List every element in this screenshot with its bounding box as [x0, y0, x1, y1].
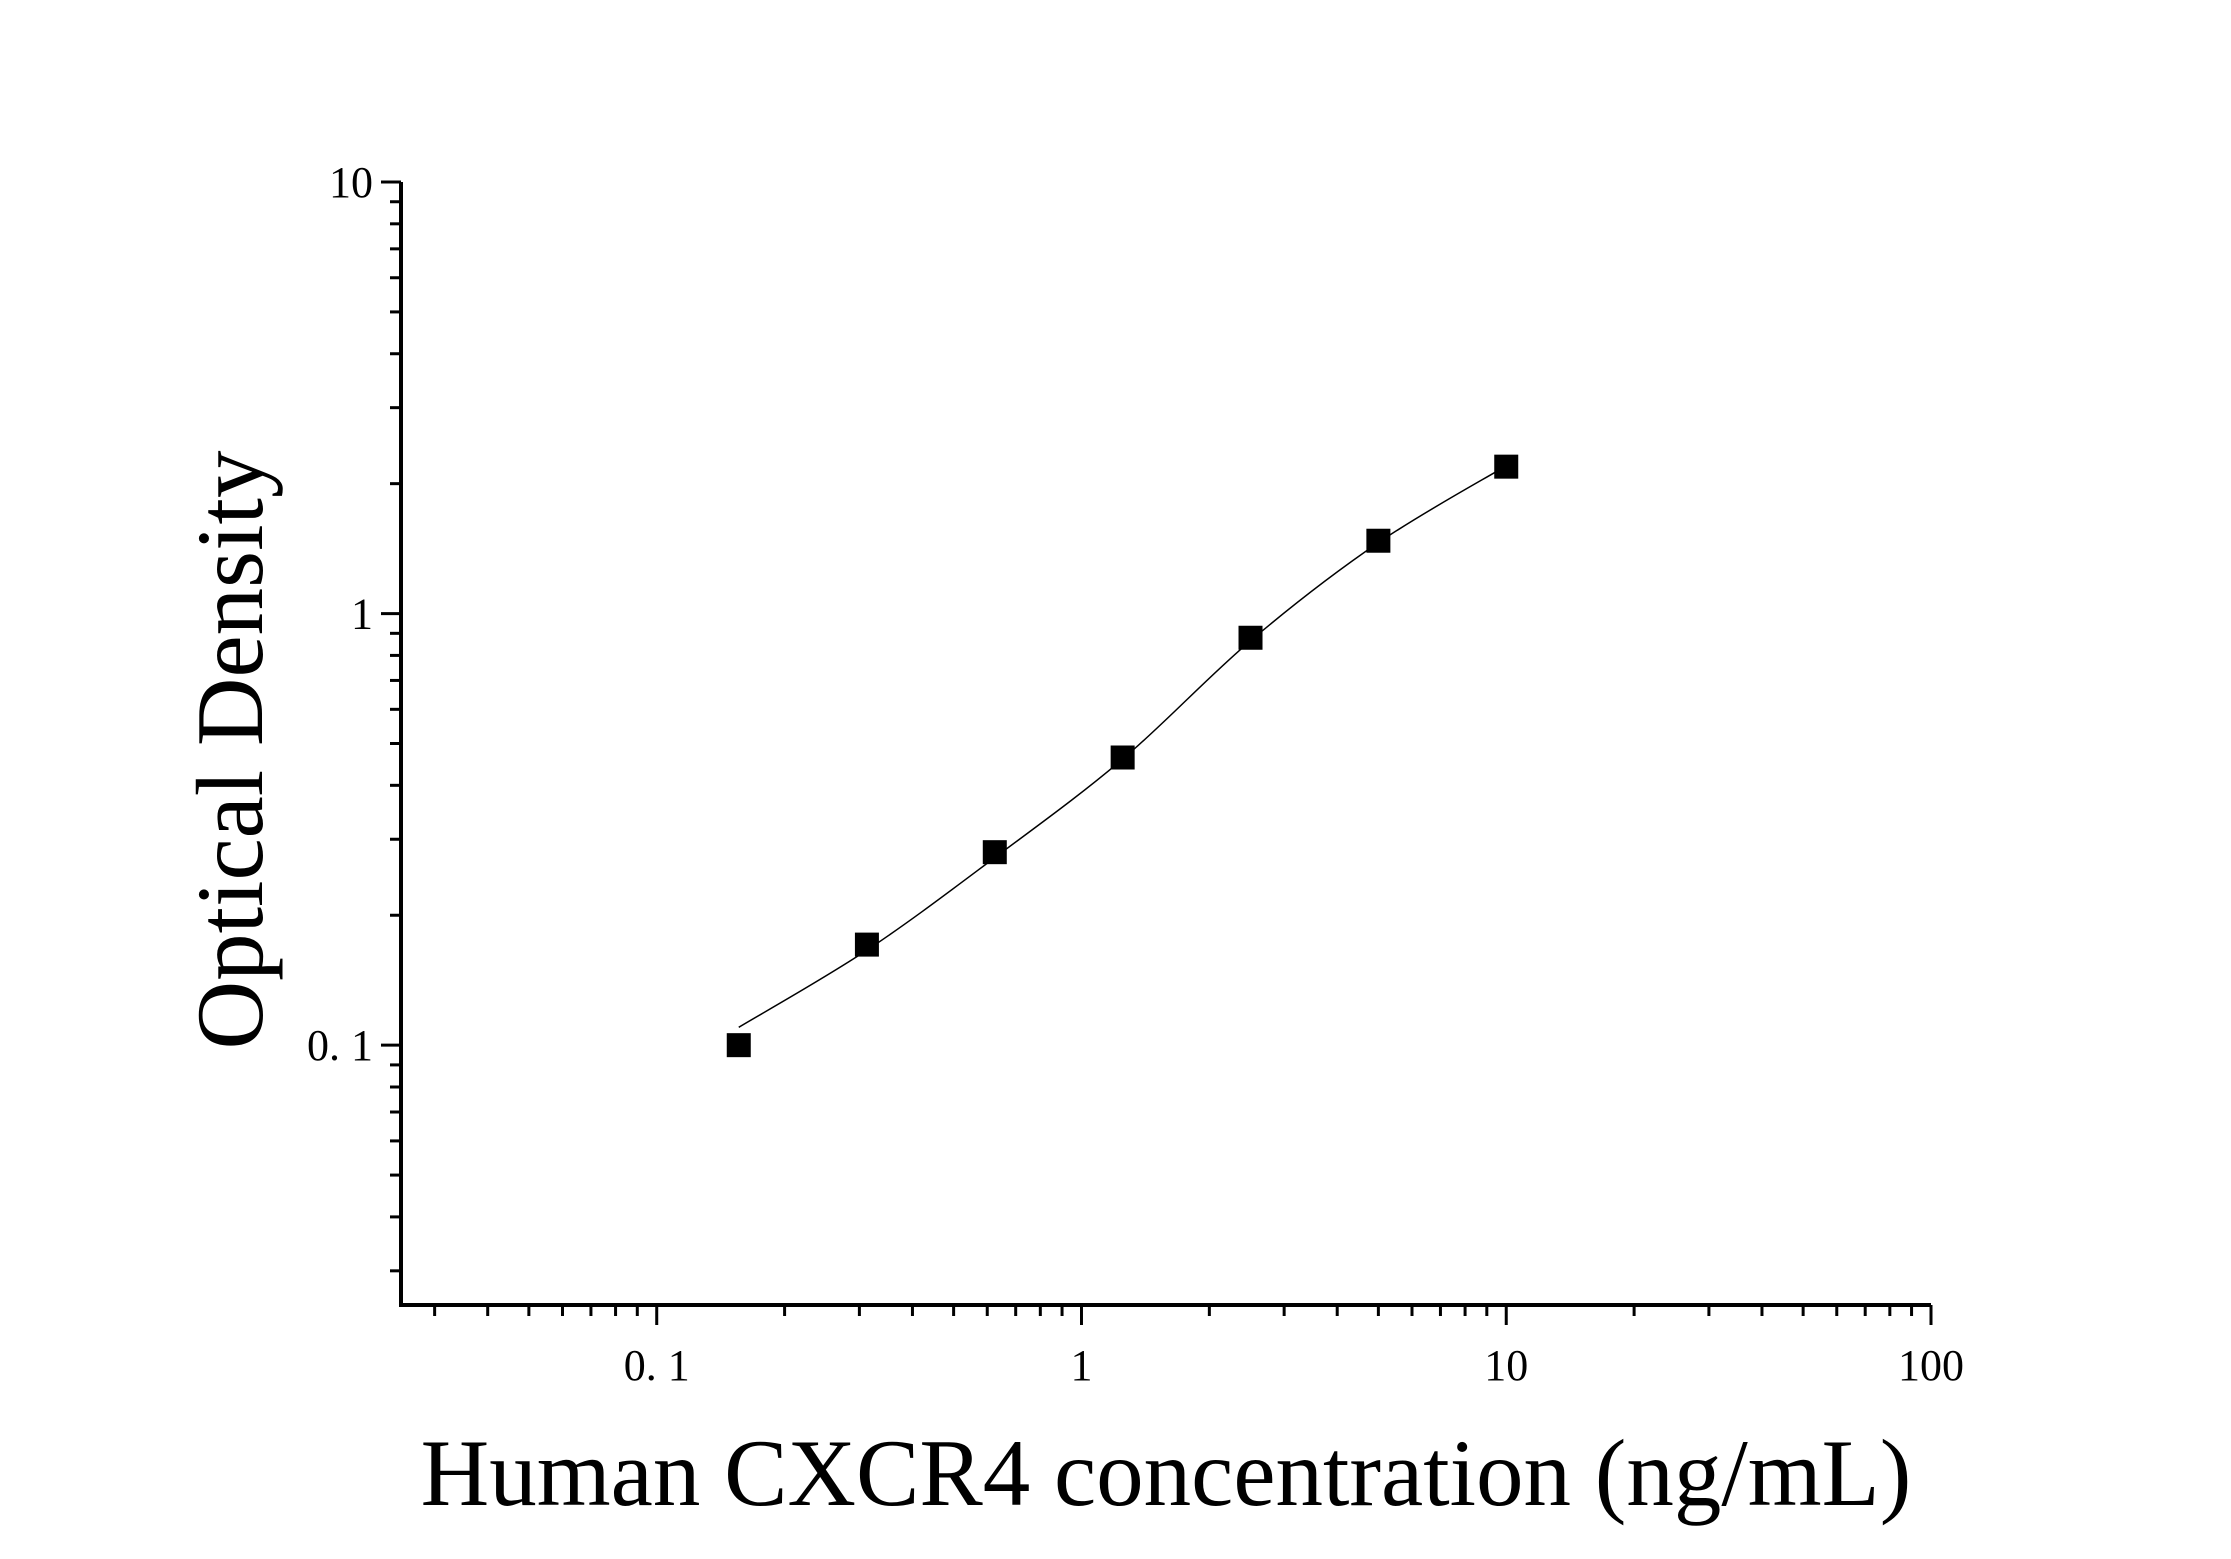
y-tick-label: 1	[351, 590, 373, 639]
tick-labels: 0. 1 1 10 100 0. 1 1 10	[307, 158, 1964, 1390]
x-axis-label: Human CXCR4 concentration (ng/mL)	[421, 1420, 1912, 1526]
x-tick-label: 0. 1	[624, 1341, 690, 1390]
data-points	[726, 454, 1519, 1058]
data-point	[1494, 454, 1519, 479]
axes	[399, 182, 1931, 1307]
y-tick-label: 0. 1	[307, 1021, 373, 1070]
data-point	[854, 932, 879, 957]
x-tick-label: 1	[1070, 1341, 1092, 1390]
data-point	[1238, 625, 1263, 650]
y-tick-label: 10	[329, 158, 373, 207]
x-tick-label: 100	[1898, 1341, 1964, 1390]
y-axis-label: Optical Density	[177, 450, 283, 1049]
x-tick-label: 10	[1484, 1341, 1528, 1390]
ticks	[381, 180, 1933, 1325]
data-point	[1110, 745, 1135, 770]
data-point	[726, 1033, 751, 1058]
data-point	[982, 840, 1007, 865]
data-point	[1366, 528, 1391, 553]
